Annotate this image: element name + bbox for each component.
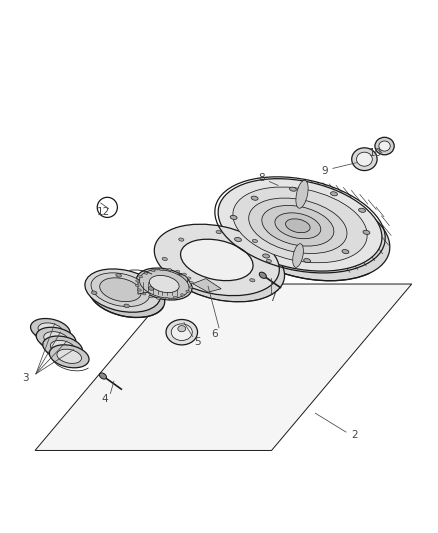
Ellipse shape — [250, 279, 255, 282]
Ellipse shape — [359, 208, 365, 212]
Ellipse shape — [293, 244, 304, 268]
Ellipse shape — [38, 323, 63, 337]
Ellipse shape — [187, 277, 191, 279]
Ellipse shape — [138, 289, 141, 291]
Polygon shape — [138, 273, 182, 294]
Text: 4: 4 — [102, 394, 109, 404]
Ellipse shape — [252, 239, 258, 243]
Ellipse shape — [159, 268, 163, 271]
Ellipse shape — [171, 324, 192, 341]
Ellipse shape — [162, 257, 167, 261]
Ellipse shape — [168, 269, 172, 271]
Ellipse shape — [304, 259, 311, 263]
Ellipse shape — [290, 187, 297, 191]
Ellipse shape — [49, 345, 89, 368]
Ellipse shape — [166, 319, 198, 345]
Ellipse shape — [375, 138, 394, 155]
Ellipse shape — [154, 224, 279, 296]
Ellipse shape — [149, 296, 152, 298]
Ellipse shape — [157, 297, 161, 300]
Text: 10: 10 — [368, 149, 381, 158]
Ellipse shape — [148, 287, 154, 290]
Ellipse shape — [91, 273, 150, 306]
Ellipse shape — [249, 198, 347, 254]
Polygon shape — [35, 284, 412, 450]
Text: 3: 3 — [22, 373, 29, 383]
Ellipse shape — [50, 341, 75, 354]
Ellipse shape — [136, 280, 140, 282]
Ellipse shape — [186, 290, 190, 293]
Ellipse shape — [165, 297, 169, 300]
Ellipse shape — [85, 269, 160, 312]
Ellipse shape — [139, 276, 143, 278]
Ellipse shape — [137, 268, 192, 300]
Ellipse shape — [251, 196, 258, 200]
Ellipse shape — [183, 273, 187, 276]
Ellipse shape — [151, 270, 155, 272]
Ellipse shape — [226, 188, 390, 281]
Ellipse shape — [36, 327, 76, 350]
Ellipse shape — [159, 230, 285, 302]
Ellipse shape — [379, 141, 390, 151]
Ellipse shape — [176, 277, 181, 280]
Ellipse shape — [233, 187, 367, 263]
Text: 7: 7 — [269, 293, 276, 303]
Ellipse shape — [176, 270, 180, 272]
Ellipse shape — [176, 274, 188, 285]
Ellipse shape — [144, 272, 148, 274]
Ellipse shape — [342, 249, 349, 254]
Ellipse shape — [262, 205, 334, 246]
Ellipse shape — [259, 272, 266, 278]
Ellipse shape — [178, 326, 186, 332]
Ellipse shape — [357, 152, 372, 166]
Ellipse shape — [180, 239, 253, 281]
Ellipse shape — [218, 179, 382, 271]
Text: 6: 6 — [211, 329, 218, 340]
Ellipse shape — [296, 180, 308, 208]
Ellipse shape — [235, 237, 241, 241]
Ellipse shape — [124, 304, 130, 308]
Ellipse shape — [43, 336, 82, 359]
Ellipse shape — [89, 274, 165, 318]
Ellipse shape — [135, 285, 139, 287]
Ellipse shape — [149, 276, 179, 293]
Ellipse shape — [352, 148, 377, 171]
Ellipse shape — [99, 373, 106, 379]
Polygon shape — [193, 279, 221, 292]
Ellipse shape — [180, 294, 184, 296]
Ellipse shape — [275, 213, 321, 239]
Text: 8: 8 — [258, 173, 265, 183]
Ellipse shape — [92, 291, 97, 295]
Text: 12: 12 — [97, 207, 110, 217]
Ellipse shape — [116, 273, 121, 277]
Ellipse shape — [286, 219, 310, 233]
Ellipse shape — [212, 286, 218, 289]
Text: 9: 9 — [321, 166, 328, 176]
Text: 5: 5 — [194, 337, 201, 347]
Ellipse shape — [189, 286, 193, 288]
Ellipse shape — [331, 192, 337, 196]
Ellipse shape — [44, 332, 68, 346]
Ellipse shape — [179, 238, 184, 241]
Ellipse shape — [142, 293, 146, 295]
Ellipse shape — [173, 296, 177, 298]
Ellipse shape — [216, 230, 221, 233]
Ellipse shape — [266, 260, 272, 262]
Ellipse shape — [230, 215, 237, 220]
Ellipse shape — [263, 254, 269, 258]
Ellipse shape — [31, 319, 70, 342]
Ellipse shape — [100, 278, 141, 302]
Ellipse shape — [189, 281, 193, 284]
Ellipse shape — [363, 230, 370, 235]
Text: 2: 2 — [351, 430, 358, 440]
Ellipse shape — [57, 349, 81, 364]
Ellipse shape — [139, 270, 189, 298]
